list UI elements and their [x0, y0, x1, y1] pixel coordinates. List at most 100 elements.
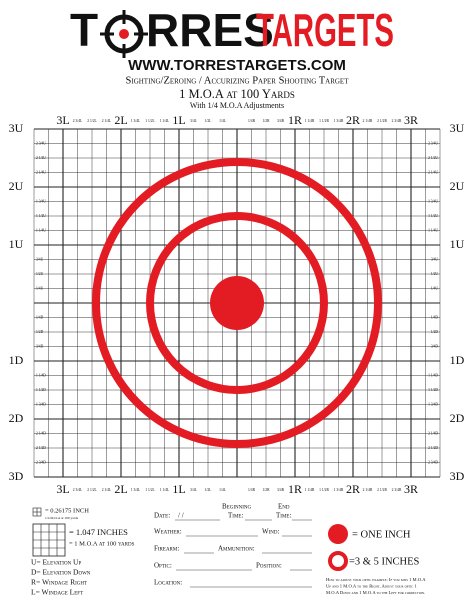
adjust-line: With 1/4 M.O.A Adjustments: [190, 101, 284, 110]
logo-letter: T: [70, 4, 98, 56]
key-item: L= Windage Left: [31, 588, 83, 597]
small-box-note: 1/4 M.O.A at 100 yards: [45, 516, 79, 520]
logo: T RRES TARGETS: [70, 4, 394, 58]
y-minor-label: 1 1/4U: [428, 228, 438, 232]
x-major-label: 3L: [56, 482, 69, 496]
x-minor-label: 1/4L: [219, 488, 226, 492]
form-label: End: [278, 503, 290, 511]
instruction-line: How to adjust your optic example: If you…: [326, 577, 426, 582]
x-minor-label: 1/2R: [263, 488, 271, 492]
y-minor-label: 1/4U: [36, 286, 44, 290]
x-minor-label: 2 1/4L: [102, 488, 111, 492]
form-label: Optic:: [154, 562, 172, 570]
x-minor-label: 1 1/2R: [319, 119, 329, 123]
y-minor-label: 2 3/4D: [428, 460, 438, 464]
website: WWW.TORRESTARGETS.COM: [128, 57, 346, 74]
x-minor-label: 1 3/4L: [131, 488, 140, 492]
x-minor-label: 1/4R: [248, 119, 256, 123]
y-major-label: 2U: [9, 179, 24, 193]
x-minor-label: 2 1/2L: [87, 488, 96, 492]
y-minor-label: 1/4D: [36, 315, 44, 319]
x-major-label: 1R: [288, 113, 302, 127]
y-minor-label: 2 3/4D: [36, 460, 46, 464]
x-minor-label: 3/4L: [190, 488, 197, 492]
y-major-label: 2U: [450, 179, 465, 193]
y-major-label: 1U: [9, 237, 24, 251]
y-minor-label: 3/4U: [36, 257, 44, 261]
form: Beginning Time: End Time: Date: / / Weat…: [154, 503, 291, 587]
x-minor-label: 1/2L: [205, 488, 212, 492]
x-minor-label: 1 1/2R: [319, 488, 329, 492]
y-major-label: 3U: [9, 121, 24, 135]
x-minor-label: 1 1/2L: [145, 488, 154, 492]
y-minor-label: 2 3/4U: [428, 141, 438, 145]
form-label: Firearm:: [154, 545, 179, 553]
y-major-label: 3U: [450, 121, 465, 135]
key-item: D= Elevation Down: [31, 568, 91, 577]
x-minor-label: 1/2L: [205, 119, 212, 123]
y-major-label: 2D: [9, 411, 24, 425]
y-minor-label: 1/4D: [431, 315, 439, 319]
big-box-label: = 1.047 INCHES: [69, 527, 128, 537]
outer-ring: [92, 158, 382, 448]
x-minor-label: 1 1/4R: [305, 488, 315, 492]
y-minor-label: 1 3/4D: [428, 402, 438, 406]
y-minor-label: 1 1/4D: [36, 373, 46, 377]
x-minor-label: 2 1/4R: [363, 488, 373, 492]
y-minor-label: 1/2U: [431, 272, 439, 276]
form-label: Time:: [276, 512, 291, 520]
form-label: Date:: [154, 512, 170, 520]
y-minor-label: 1 1/4U: [36, 228, 46, 232]
x-minor-label: 1 3/4R: [334, 488, 344, 492]
y-minor-label: 3/4D: [36, 344, 44, 348]
x-minor-label: 1 3/4L: [131, 119, 140, 123]
y-minor-label: 1 1/2D: [428, 388, 438, 392]
form-label: Time:: [228, 512, 243, 520]
x-minor-label: 1/4R: [248, 488, 256, 492]
y-minor-label: 1 3/4D: [36, 402, 46, 406]
y-minor-label: 1 1/2U: [428, 214, 438, 218]
x-minor-label: 2 1/2R: [377, 119, 387, 123]
y-minor-label: 3/4U: [431, 257, 439, 261]
x-minor-label: 1 1/4L: [160, 488, 169, 492]
x-minor-label: 1/2R: [263, 119, 271, 123]
legend-left: [32, 507, 66, 557]
y-minor-label: 2 1/2D: [428, 446, 438, 450]
x-minor-label: 2 1/2L: [87, 119, 96, 123]
x-minor-label: 2 3/4L: [73, 488, 82, 492]
x-minor-label: 2 3/4R: [392, 119, 402, 123]
x-minor-label: 1 1/4L: [160, 119, 169, 123]
y-minor-label: 2 1/4U: [428, 170, 438, 174]
y-minor-label: 1 1/2U: [36, 214, 46, 218]
instruction-line: Up and 1 M.O.A to the Right, Adjust your…: [326, 584, 417, 590]
x-major-label: 2R: [346, 482, 360, 496]
logo-brand: TARGETS: [256, 4, 394, 56]
inner-ring: [146, 212, 328, 394]
x-major-label: 2L: [114, 482, 127, 496]
y-minor-label: 2 1/4D: [428, 431, 438, 435]
instructions: How to adjust your optic example: If you…: [326, 577, 426, 595]
dot-icon: [328, 524, 348, 544]
x-major-label: 1R: [288, 482, 302, 496]
form-label: Beginning: [222, 503, 251, 511]
form-label: Ammunition:: [218, 545, 255, 553]
y-minor-label: 2 1/4U: [36, 170, 46, 174]
y-major-label: 1U: [450, 237, 465, 251]
logo-word: RRES: [146, 4, 274, 56]
y-major-label: 1D: [9, 353, 24, 367]
y-minor-label: 1/2D: [431, 330, 439, 334]
y-minor-label: 1/2D: [36, 330, 44, 334]
x-minor-label: 2 1/4R: [363, 119, 373, 123]
form-label: Weather:: [154, 528, 182, 536]
y-minor-label: 1 3/4U: [36, 199, 46, 203]
y-minor-label: 2 3/4U: [36, 141, 46, 145]
x-major-label: 1L: [172, 482, 185, 496]
x-minor-label: 3/4R: [277, 119, 285, 123]
form-label: Position:: [256, 562, 282, 570]
crosshair-icon: [100, 10, 148, 58]
y-minor-label: 1/4U: [431, 286, 439, 290]
ring-label: =3 & 5 INCHES: [349, 556, 420, 567]
x-major-label: 1L: [172, 113, 185, 127]
